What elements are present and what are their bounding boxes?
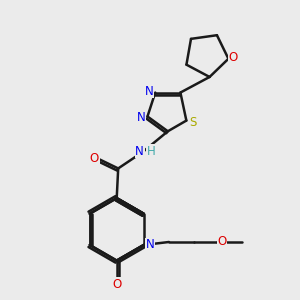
Text: N: N bbox=[135, 145, 144, 158]
Text: S: S bbox=[189, 116, 197, 129]
Text: N: N bbox=[136, 112, 145, 124]
Text: N: N bbox=[146, 238, 155, 251]
Text: O: O bbox=[90, 152, 99, 164]
Text: O: O bbox=[217, 236, 226, 248]
Text: H: H bbox=[146, 145, 155, 158]
Text: O: O bbox=[112, 278, 121, 291]
Text: O: O bbox=[228, 51, 238, 64]
Text: N: N bbox=[145, 85, 154, 98]
